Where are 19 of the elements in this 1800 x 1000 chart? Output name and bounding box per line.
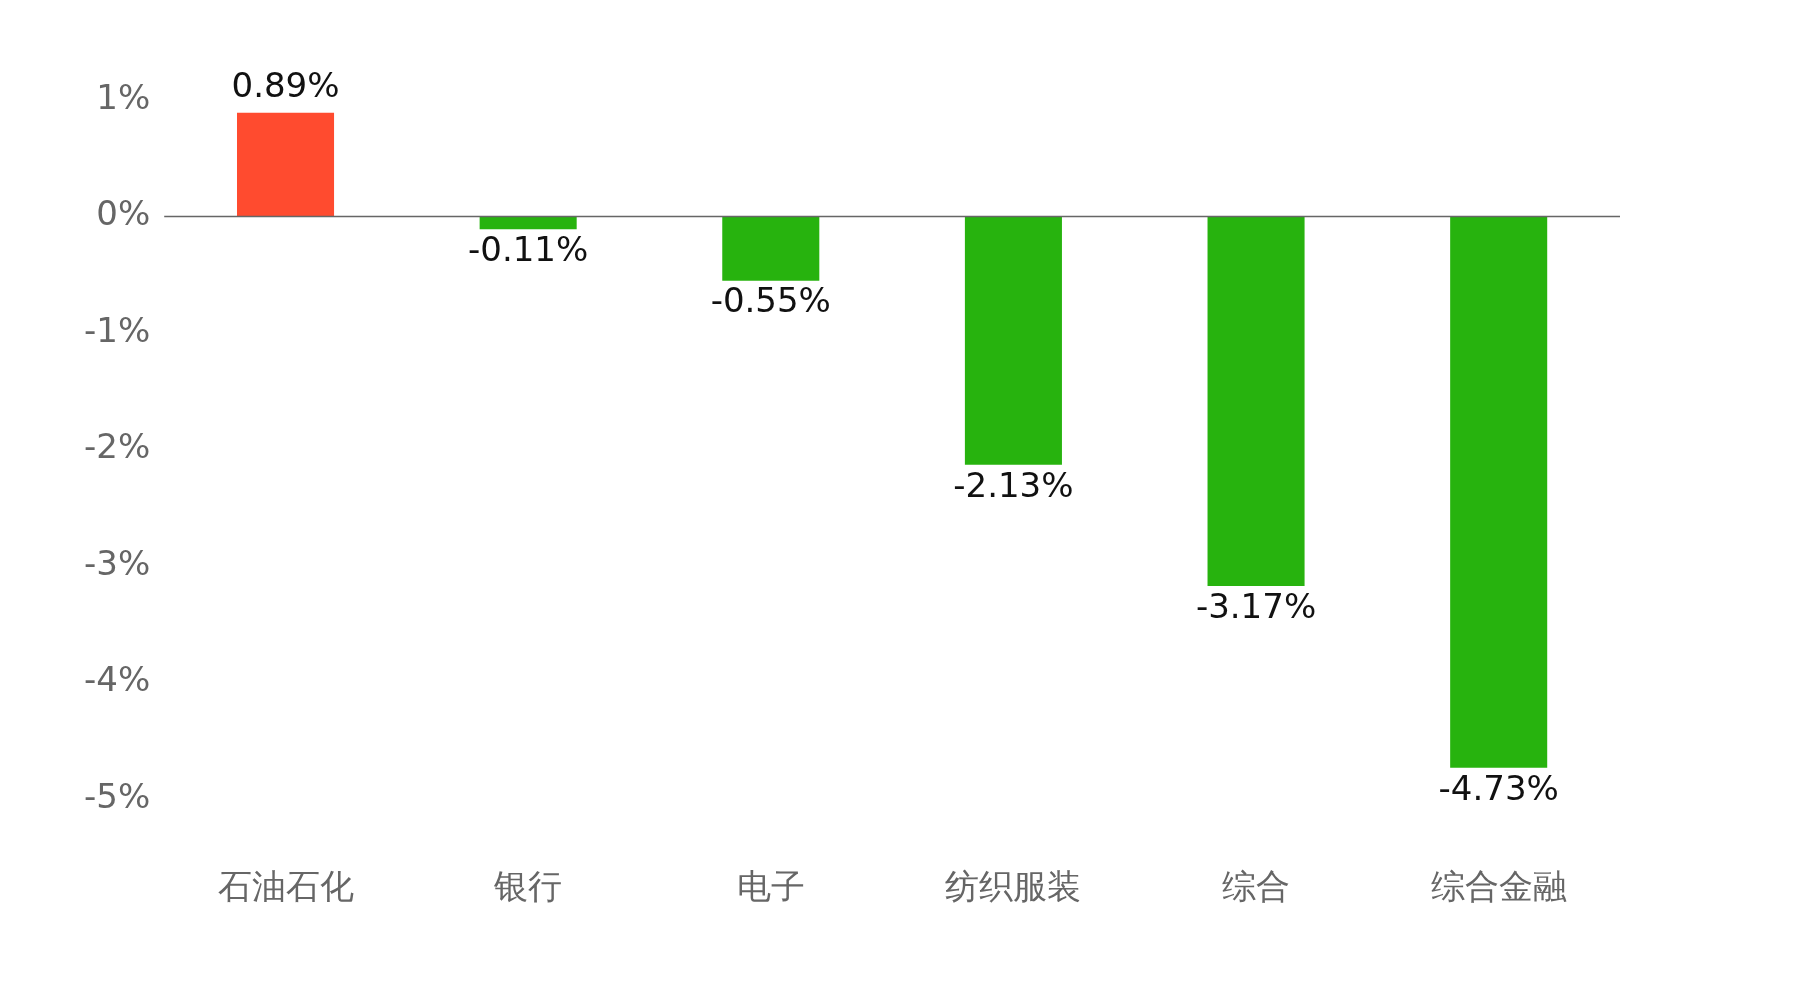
data-label: -2.13%	[953, 464, 1074, 505]
x-tick-label: 石油石化	[217, 866, 354, 907]
y-tick-label: 1%	[96, 76, 151, 117]
data-label: -3.17%	[1195, 585, 1317, 626]
data-label: 0.89%	[231, 64, 340, 105]
y-tick-label: -3%	[83, 542, 151, 583]
y-tick-label: -5%	[83, 776, 151, 817]
data-label: -4.73%	[1438, 767, 1559, 808]
y-tick-label: -4%	[83, 659, 151, 700]
y-tick-label: -2%	[83, 426, 151, 467]
x-tick-label: 电子	[736, 866, 805, 907]
x-tick-label: 银行	[493, 866, 563, 907]
data-label: -0.55%	[710, 280, 831, 321]
x-tick-label: 纺织服装	[945, 866, 1082, 907]
x-tick-label: 综合金融	[1430, 866, 1567, 907]
data-label: -0.11%	[468, 229, 589, 270]
y-tick-label: 0%	[96, 193, 151, 234]
y-tick-label: -1%	[83, 309, 151, 350]
x-tick-label: 综合	[1222, 866, 1291, 907]
